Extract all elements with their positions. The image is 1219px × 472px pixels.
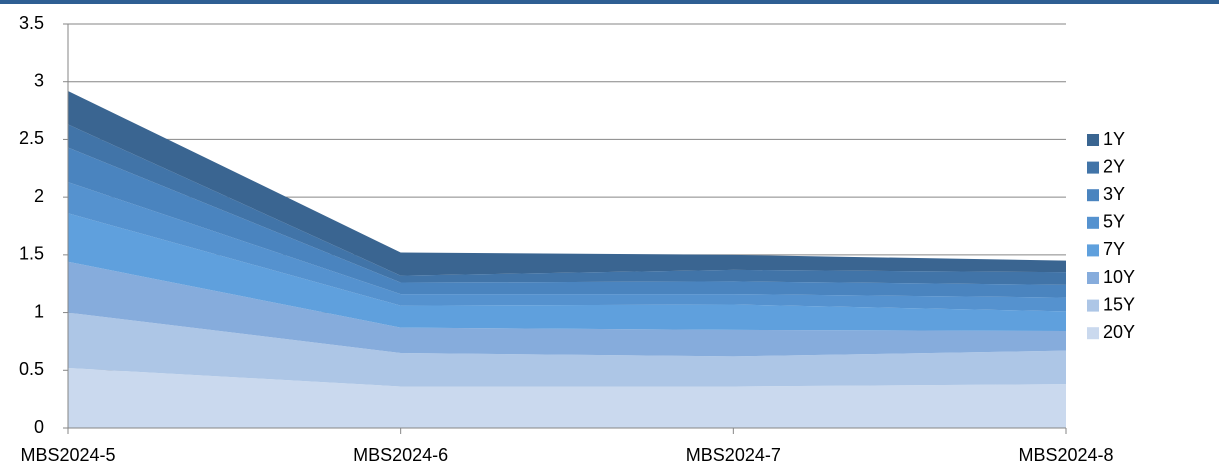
y-tick-label: 3 [34,70,44,90]
area [68,124,1066,285]
legend-label: 10Y [1103,267,1135,287]
legend-swatch [1087,216,1099,229]
x-tick-label: MBS2024-5 [20,445,115,465]
x-tick-label: MBS2024-7 [686,445,781,465]
area [68,182,1066,312]
area [68,213,1066,332]
legend-label: 15Y [1103,294,1135,314]
y-tick-label: 0 [34,417,44,437]
legend-label: 2Y [1103,156,1125,176]
legend-swatch [1087,134,1099,146]
legend-swatch [1087,299,1099,312]
x-tick-label: MBS2024-6 [353,445,448,465]
top-border [0,0,1219,4]
x-tick-label: MBS2024-8 [1018,445,1113,465]
legend-label: 20Y [1103,322,1135,342]
y-tick-label: 1.5 [19,244,44,264]
y-tick-label: 3.5 [19,13,44,33]
area [68,312,1066,387]
legend-label: 1Y [1103,129,1125,149]
area [68,90,1066,276]
legend-swatch [1087,244,1099,257]
area [68,147,1066,298]
y-tick-label: 2 [34,186,44,206]
y-tick-label: 2.5 [19,128,44,148]
legend-swatch [1087,189,1099,202]
legend-label: 7Y [1103,239,1125,259]
legend-label: 3Y [1103,184,1125,204]
legend-swatch [1087,161,1099,174]
area [68,261,1066,357]
legend-label: 5Y [1103,212,1125,232]
legend-swatch [1087,327,1099,340]
y-tick-label: 0.5 [19,359,44,379]
area [68,367,1066,428]
legend-swatch [1087,272,1099,284]
y-tick-label: 1 [34,301,44,321]
